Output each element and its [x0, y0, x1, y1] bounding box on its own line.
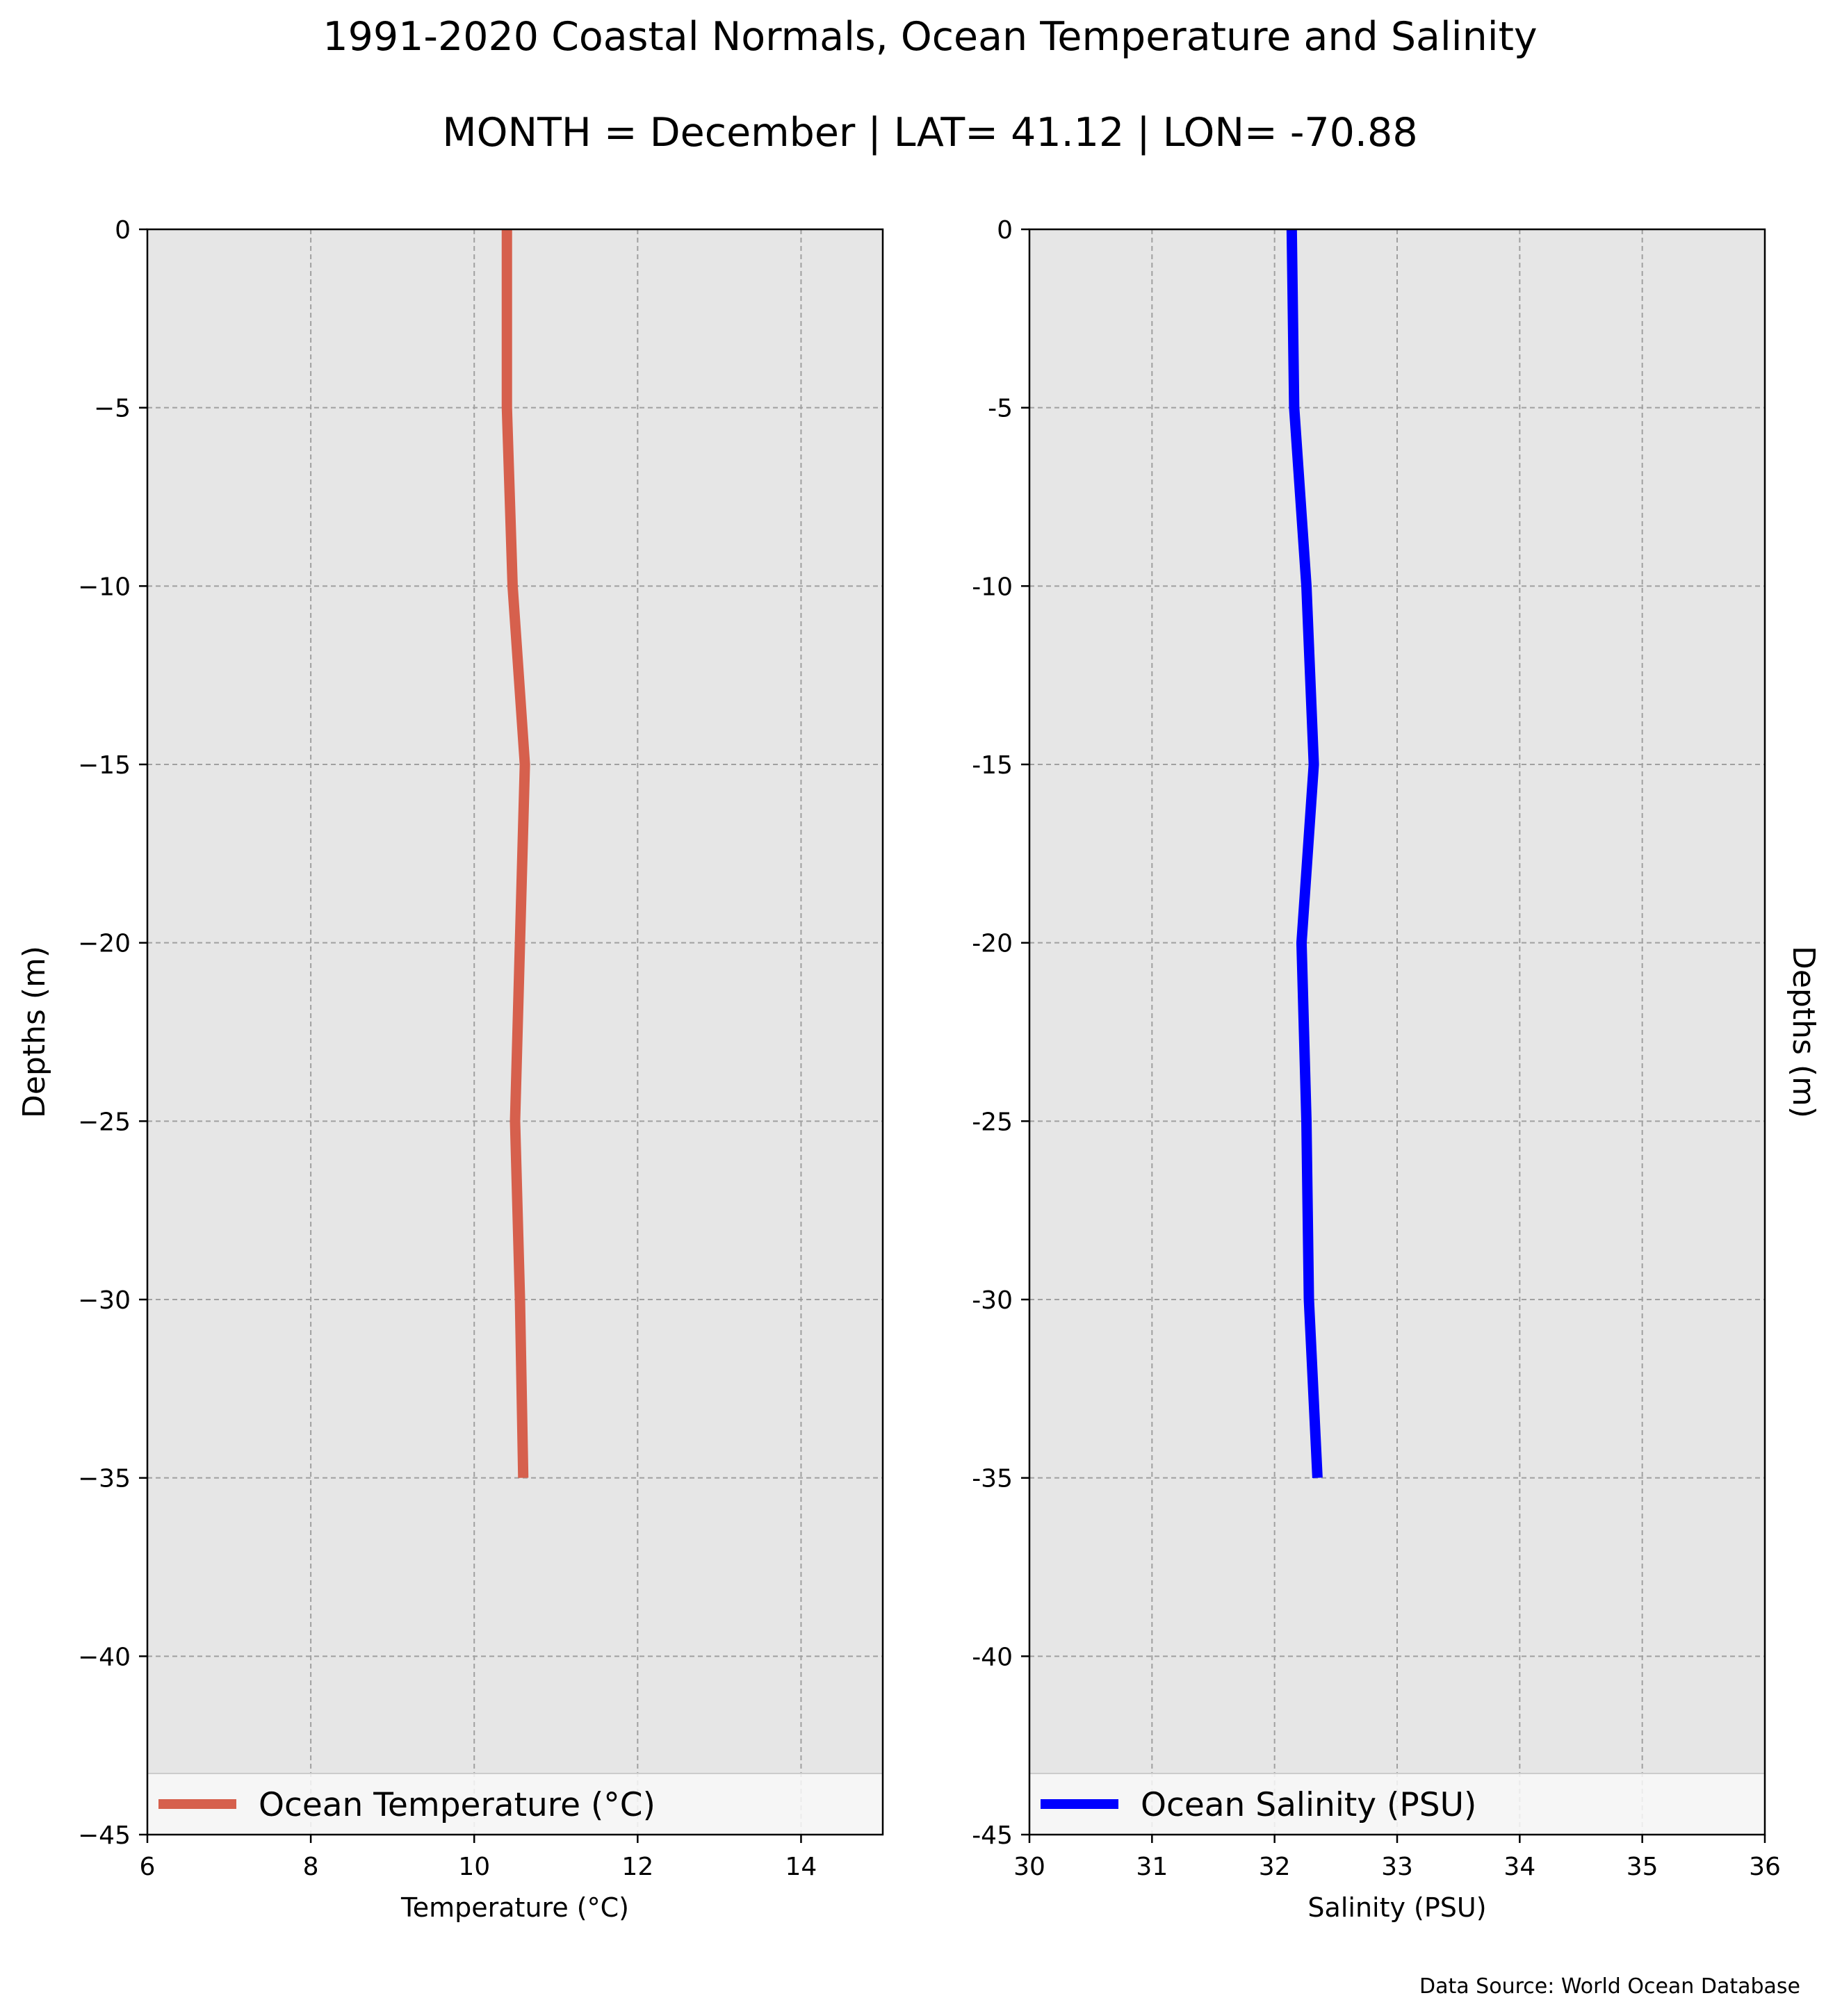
salinity-x-tick-label: 36: [1749, 1853, 1781, 1881]
salinity-y-tick-label: -10: [972, 573, 1013, 601]
temperature-y-tick-label: −20: [78, 930, 131, 958]
salinity-x-axis-label: Salinity (PSU): [1307, 1892, 1486, 1923]
temperature-y-tick-label: −30: [78, 1286, 131, 1315]
temperature-axes-frame: [146, 228, 884, 1836]
temperature-x-tick-label: 8: [303, 1853, 319, 1881]
salinity-data-point: [1306, 1121, 1307, 1122]
salinity-ticks: 30 31 32 33 34 35 36 0 -5 -10 -15 -20 -25 -30 -35 -40 -4…: [972, 216, 1781, 1881]
temperature-data-point: [520, 942, 521, 943]
temperature-ticks: 6 8 10 12 14 0 −5 −10 −15 −20 −25 −30 −35 −40 −45: [78, 216, 817, 1881]
salinity-y-tick-label: 0: [997, 216, 1013, 245]
temperature-y-tick-label: 0: [115, 216, 131, 245]
temperature-x-axis-label: Temperature (°C): [400, 1892, 629, 1923]
salinity-data-point: [1301, 942, 1302, 943]
temperature-y-tick-label: −45: [78, 1821, 131, 1850]
temperature-data-point: [515, 1121, 516, 1122]
salinity-y-tick-label: -40: [972, 1643, 1013, 1671]
salinity-y-tick-label: -30: [972, 1286, 1013, 1315]
salinity-x-tick-label: 30: [1013, 1853, 1045, 1881]
chart-title: 1991-2020 Coastal Normals, Ocean Tempera…: [323, 14, 1537, 60]
temperature-y-tick-label: −40: [78, 1643, 131, 1671]
salinity-y-tick-label: -5: [988, 395, 1013, 423]
temperature-profile-line: [501, 229, 530, 1478]
temperature-legend-label: Ocean Temperature (°C): [259, 1786, 655, 1824]
temperature-x-tick-label: 6: [140, 1853, 156, 1881]
salinity-legend-label: Ocean Salinity (PSU): [1141, 1786, 1476, 1824]
salinity-x-tick-label: 31: [1136, 1853, 1168, 1881]
salinity-y-tick-label: -45: [972, 1821, 1013, 1850]
salinity-y-axis-label: Depths (m): [1786, 946, 1821, 1118]
temperature-x-tick-label: 14: [785, 1853, 817, 1881]
salinity-y-tick-label: -35: [972, 1465, 1013, 1493]
salinity-x-tick-label: 33: [1381, 1853, 1413, 1881]
temperature-panel: Ocean Temperature (°C) 6 8 10 12 14 0 −5 −10 −15…: [17, 216, 884, 1923]
salinity-y-tick-label: -25: [972, 1108, 1013, 1136]
temperature-y-tick-label: −5: [94, 395, 131, 423]
temperature-legend: Ocean Temperature (°C): [147, 1773, 883, 1835]
salinity-data-point: [1306, 586, 1307, 587]
salinity-x-tick-label: 34: [1503, 1853, 1535, 1881]
temperature-y-tick-label: −35: [78, 1465, 131, 1493]
salinity-profile-line: [1286, 229, 1323, 1479]
temperature-x-tick-label: 10: [458, 1853, 490, 1881]
salinity-x-tick-label: 35: [1627, 1853, 1658, 1881]
temperature-y-tick-label: −25: [78, 1108, 131, 1136]
temperature-y-tick-label: −15: [78, 751, 131, 780]
salinity-data-point: [1317, 1477, 1318, 1478]
salinity-legend: Ocean Salinity (PSU): [1029, 1773, 1766, 1835]
chart-subtitle: MONTH = December | LAT= 41.12 | LON= -70…: [442, 110, 1417, 156]
temperature-series: [501, 229, 530, 1478]
temperature-data-point: [512, 586, 513, 587]
temperature-x-tick-label: 12: [621, 1853, 653, 1881]
salinity-y-tick-label: -15: [972, 751, 1013, 780]
salinity-y-tick-label: -20: [972, 930, 1013, 958]
temperature-y-axis-label: Depths (m): [17, 946, 52, 1118]
salinity-panel: Ocean Salinity (PSU) 30 31 32 33 34 35 36 0 -5 -1…: [972, 216, 1821, 1923]
temperature-y-tick-label: −10: [78, 573, 131, 601]
salinity-x-tick-label: 32: [1259, 1853, 1291, 1881]
data-source-note: Data Source: World Ocean Database: [1419, 1974, 1800, 1999]
salinity-series: [1286, 229, 1323, 1479]
